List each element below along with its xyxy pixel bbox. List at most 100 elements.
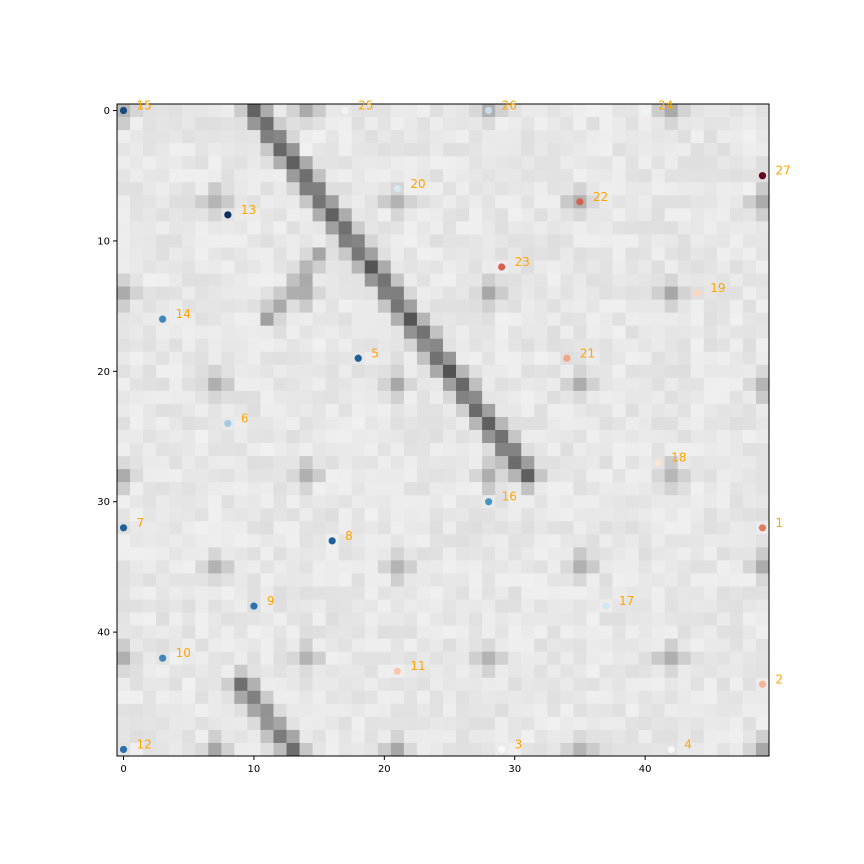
heatmap-cell <box>560 495 573 508</box>
heatmap-cell <box>573 600 586 613</box>
heatmap-cell <box>287 456 300 469</box>
heatmap-cell <box>560 365 573 378</box>
heatmap-cell <box>404 743 417 756</box>
heatmap-cell <box>143 378 156 391</box>
heatmap-cell <box>482 234 495 247</box>
heatmap-cell <box>469 600 482 613</box>
heatmap-cell <box>534 169 547 182</box>
heatmap-cell <box>560 247 573 260</box>
heatmap-cell <box>547 730 560 743</box>
heatmap-cell <box>443 378 456 391</box>
heatmap-cell <box>443 300 456 313</box>
heatmap-cell <box>208 717 221 730</box>
heatmap-cell <box>195 274 208 287</box>
heatmap-cell <box>573 443 586 456</box>
heatmap-cell <box>639 534 652 547</box>
heatmap-cell <box>626 547 639 560</box>
heatmap-cell <box>365 626 378 639</box>
heatmap-cell <box>430 534 443 547</box>
heatmap-cell <box>639 456 652 469</box>
heatmap-cell <box>287 274 300 287</box>
heatmap-cell <box>391 208 404 221</box>
heatmap-cell <box>756 143 769 156</box>
heatmap-cell <box>221 586 234 599</box>
heatmap-cell <box>443 313 456 326</box>
heatmap-cell <box>573 430 586 443</box>
heatmap-cell <box>313 287 326 300</box>
heatmap-cell <box>417 365 430 378</box>
heatmap-cell <box>652 313 665 326</box>
heatmap-cell <box>652 730 665 743</box>
heatmap-cell <box>195 600 208 613</box>
heatmap-cell <box>273 560 286 573</box>
x-tick-label: 30 <box>508 764 521 775</box>
heatmap-cell <box>417 482 430 495</box>
heatmap-cell <box>143 573 156 586</box>
heatmap-cell <box>691 143 704 156</box>
heatmap-cell <box>599 143 612 156</box>
heatmap-cell <box>482 469 495 482</box>
heatmap-cell <box>117 691 130 704</box>
heatmap-cell <box>273 639 286 652</box>
heatmap-cell <box>391 300 404 313</box>
heatmap-cell <box>300 430 313 443</box>
heatmap-cell <box>665 639 678 652</box>
heatmap-cell <box>573 104 586 117</box>
heatmap-cell <box>195 143 208 156</box>
heatmap-cell <box>626 352 639 365</box>
heatmap-cell <box>404 521 417 534</box>
heatmap-cell <box>143 260 156 273</box>
heatmap-cell <box>665 417 678 430</box>
heatmap-cell <box>339 417 352 430</box>
heatmap-cell <box>326 104 339 117</box>
heatmap-cell <box>639 717 652 730</box>
heatmap-cell <box>169 247 182 260</box>
heatmap-cell <box>443 730 456 743</box>
heatmap-cell <box>573 391 586 404</box>
heatmap-cell <box>469 430 482 443</box>
heatmap-cell <box>182 482 195 495</box>
heatmap-cell <box>508 221 521 234</box>
heatmap-cell <box>547 234 560 247</box>
heatmap-cell <box>547 417 560 430</box>
heatmap-cell <box>560 626 573 639</box>
heatmap-cell <box>208 143 221 156</box>
heatmap-cell <box>313 691 326 704</box>
heatmap-cell <box>391 691 404 704</box>
heatmap-cell <box>247 391 260 404</box>
heatmap-cell <box>300 443 313 456</box>
heatmap-cell <box>534 443 547 456</box>
point-label: 18 <box>671 451 686 465</box>
heatmap-cell <box>469 573 482 586</box>
heatmap-cell <box>417 521 430 534</box>
heatmap-cell <box>169 717 182 730</box>
heatmap-cell <box>143 600 156 613</box>
heatmap-cell <box>221 378 234 391</box>
heatmap-cell <box>717 600 730 613</box>
heatmap-cell <box>456 704 469 717</box>
heatmap-cell <box>273 691 286 704</box>
heatmap-cell <box>730 326 743 339</box>
heatmap-cell <box>391 600 404 613</box>
heatmap-cell <box>508 626 521 639</box>
heatmap-cell <box>352 156 365 169</box>
heatmap-cell <box>273 508 286 521</box>
heatmap-cell <box>482 391 495 404</box>
heatmap-cell <box>639 743 652 756</box>
heatmap-cell <box>130 560 143 573</box>
heatmap-cell <box>313 717 326 730</box>
heatmap-cell <box>352 600 365 613</box>
heatmap-cell <box>156 639 169 652</box>
heatmap-cell <box>717 665 730 678</box>
heatmap-cell <box>417 287 430 300</box>
heatmap-cell <box>586 443 599 456</box>
heatmap-cell <box>326 704 339 717</box>
heatmap-cell <box>573 717 586 730</box>
heatmap-cell <box>365 573 378 586</box>
heatmap-cell <box>208 508 221 521</box>
heatmap-cell <box>730 443 743 456</box>
heatmap-cell <box>287 300 300 313</box>
heatmap-cell <box>560 521 573 534</box>
heatmap-cell <box>665 586 678 599</box>
heatmap-cell <box>273 495 286 508</box>
